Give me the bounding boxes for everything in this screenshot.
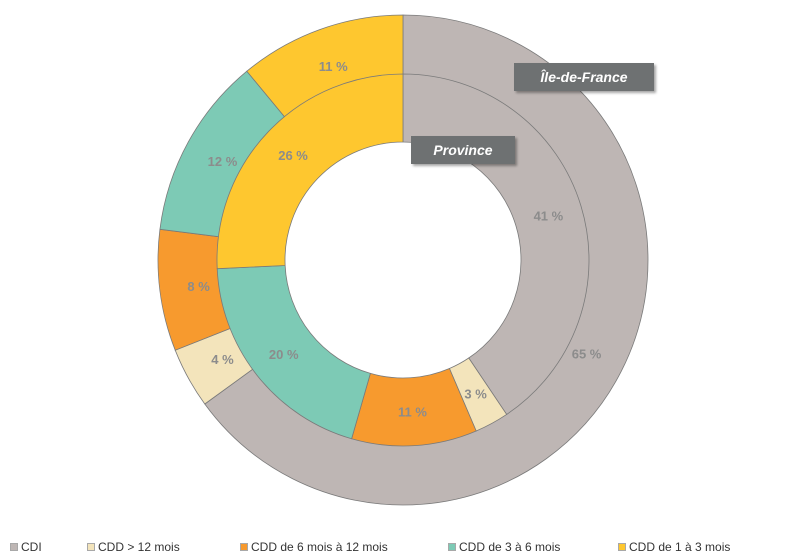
slice-label-inner-cdi: 41 % — [534, 209, 564, 224]
slice-inner-cdi — [402, 73, 590, 416]
legend-label: CDD > 12 mois — [98, 540, 180, 554]
inner-ring-tag-box — [411, 136, 515, 164]
legend-label: CDD de 1 à 3 mois — [629, 540, 731, 554]
inner-ring-province — [216, 73, 590, 447]
slice-label-outer-cdd-12-mois: 4 % — [211, 352, 234, 367]
slice-label-inner-cdd-de-1-a-3-mois: 26 % — [278, 148, 308, 163]
legend-item-cdi: CDI — [10, 540, 42, 554]
slice-labels: 65 % 4 % 8 % 12 % 11 % 41 % 3 % 11 % 20 % 26 % — [187, 59, 601, 420]
legend-label: CDI — [21, 540, 42, 554]
slice-label-outer-cdd-de-6-mois-a-12-mois: 8 % — [187, 279, 210, 294]
legend-label: CDD de 6 mois à 12 mois — [251, 540, 388, 554]
slice-label-inner-cdd-de-6-mois-a-12-mois: 11 % — [398, 405, 427, 420]
double-donut-chart: 65 % 4 % 8 % 12 % 11 % 41 % 3 % 11 % 20 % 26 % Îl… — [157, 14, 654, 506]
slice-label-inner-cdd-12-mois: 3 % — [464, 387, 487, 402]
slice-label-outer-cdi: 65 % — [572, 347, 602, 362]
inner-ring-tag-label: Province — [433, 142, 492, 158]
outer-ring-tag — [514, 63, 654, 91]
legend: CDI CDD > 12 mois CDD de 6 mois à 12 mois C… — [10, 540, 810, 556]
slice-label-outer-cdd-de-1-a-3-mois: 11 % — [319, 59, 348, 74]
legend-swatch — [10, 543, 18, 551]
legend-item-cdd-12-mois: CDD > 12 mois — [87, 540, 180, 554]
legend-swatch — [618, 543, 626, 551]
inner-ring-tag — [411, 136, 515, 164]
legend-item-cdd-de-3-a-6-mois: CDD de 3 à 6 mois — [448, 540, 560, 554]
outer-ring-tag-box — [514, 63, 654, 91]
legend-swatch — [448, 543, 456, 551]
legend-swatch — [240, 543, 248, 551]
slice-label-outer-cdd-de-3-a-6-mois: 12 % — [208, 154, 238, 169]
legend-item-cdd-de-1-a-3-mois: CDD de 1 à 3 mois — [618, 540, 730, 554]
slice-inner-cdd-de-1-a-3-mois — [216, 73, 404, 270]
outer-ring-tag-label: Île-de-France — [540, 68, 627, 85]
legend-item-cdd-de-6-mois-a-12-mois: CDD de 6 mois à 12 mois — [240, 540, 388, 554]
legend-label: CDD de 3 à 6 mois — [459, 540, 561, 554]
legend-swatch — [87, 543, 95, 551]
slice-label-inner-cdd-de-3-a-6-mois: 20 % — [269, 347, 299, 362]
